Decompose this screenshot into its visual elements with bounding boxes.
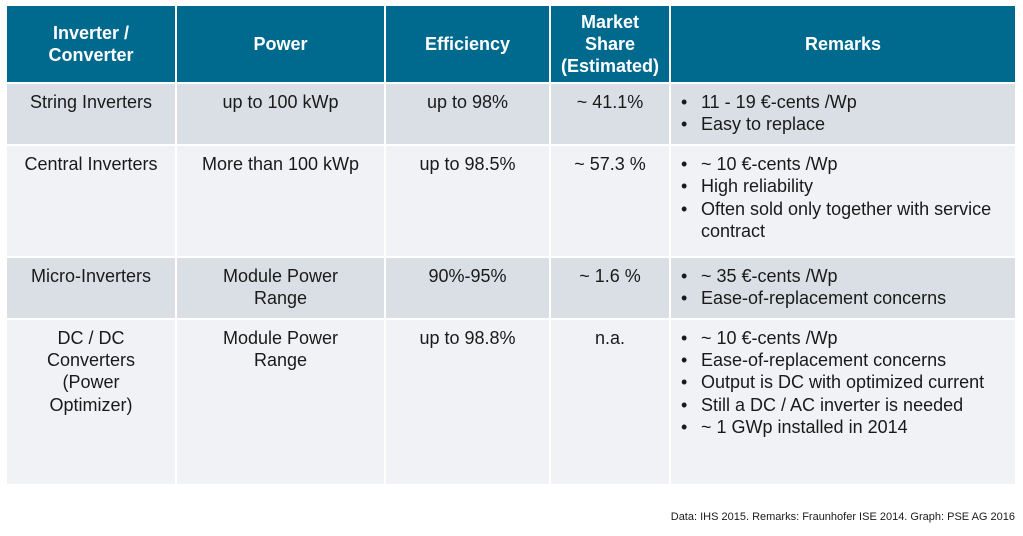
bullet-icon: • bbox=[681, 350, 688, 371]
remark-item: • ~ 35 €-cents /Wp bbox=[681, 265, 838, 286]
remarks-list: • ~ 10 €-cents /Wp • High reliability • Oft… bbox=[677, 153, 1009, 243]
remark-item: • ~ 1 GWp installed in 2014 bbox=[681, 417, 908, 438]
cell-market-share: ~ 41.1% bbox=[551, 84, 671, 146]
header-inverter-converter: Inverter / Converter bbox=[7, 6, 177, 84]
cell-market-share: ~ 57.3 % bbox=[551, 145, 671, 258]
cell-type: String Inverters bbox=[7, 84, 177, 146]
cell-remarks: • 11 - 19 €-cents /Wp • Easy to replace bbox=[671, 84, 1015, 146]
cell-type: Micro-Inverters bbox=[7, 257, 177, 320]
cell-type: DC / DC Converters (Power Optimizer) bbox=[7, 319, 177, 486]
remark-item: • ~ 10 €-cents /Wp bbox=[681, 327, 838, 348]
cell-market-share: n.a. bbox=[551, 319, 671, 486]
inverter-comparison-table: Inverter / Converter Power Efficiency Mar… bbox=[7, 6, 1015, 486]
cell-efficiency: up to 98.8% bbox=[386, 319, 551, 486]
source-footnote: Data: IHS 2015. Remarks: Fraunhofer ISE … bbox=[670, 511, 1015, 523]
cell-efficiency: 90%-95% bbox=[386, 257, 551, 320]
table-row: String Inverters up to 100 kWp up to 98%… bbox=[7, 84, 1015, 146]
bullet-icon: • bbox=[681, 176, 688, 197]
bullet-icon: • bbox=[681, 265, 688, 286]
bullet-icon: • bbox=[681, 394, 688, 415]
table-row: Micro-Inverters Module Power Range 90%-9… bbox=[7, 257, 1015, 320]
remark-item: • Ease-of-replacement concerns bbox=[681, 288, 947, 309]
remark-item: • Often sold only together with service c… bbox=[681, 198, 992, 242]
remarks-list: • ~ 10 €-cents /Wp • Ease-of-replacement c… bbox=[677, 327, 1009, 439]
remark-item: • Ease-of-replacement concerns bbox=[681, 350, 947, 371]
bullet-icon: • bbox=[681, 327, 688, 348]
remark-item: • Still a DC / AC inverter is needed bbox=[681, 394, 964, 415]
bullet-icon: • bbox=[681, 153, 688, 174]
table-row: Central Inverters More than 100 kWp up t… bbox=[7, 145, 1015, 258]
remark-item: • Output is DC with optimized current bbox=[681, 372, 985, 393]
table-row: DC / DC Converters (Power Optimizer) Mod… bbox=[7, 319, 1015, 486]
bullet-icon: • bbox=[681, 372, 688, 393]
bullet-icon: • bbox=[681, 288, 688, 309]
cell-power: up to 100 kWp bbox=[177, 84, 386, 146]
cell-efficiency: up to 98.5% bbox=[386, 145, 551, 258]
cell-remarks: • ~ 35 €-cents /Wp • Ease-of-replacement c… bbox=[671, 257, 1015, 320]
remark-item: • Easy to replace bbox=[681, 114, 826, 135]
bullet-icon: • bbox=[681, 198, 688, 219]
cell-power: Module Power Range bbox=[177, 257, 386, 320]
cell-power: More than 100 kWp bbox=[177, 145, 386, 258]
cell-power: Module Power Range bbox=[177, 319, 386, 486]
header-row: Inverter / Converter Power Efficiency Mar… bbox=[7, 6, 1015, 84]
remarks-list: • ~ 35 €-cents /Wp • Ease-of-replacement c… bbox=[677, 265, 1009, 310]
remark-item: • ~ 10 €-cents /Wp bbox=[681, 153, 838, 174]
cell-market-share: ~ 1.6 % bbox=[551, 257, 671, 320]
header-market-share: Market Share (Estimated) bbox=[551, 6, 671, 84]
bullet-icon: • bbox=[681, 114, 688, 135]
cell-remarks: • ~ 10 €-cents /Wp • High reliability • Oft… bbox=[671, 145, 1015, 258]
remark-item: • 11 - 19 €-cents /Wp bbox=[681, 92, 857, 112]
cell-type: Central Inverters bbox=[7, 145, 177, 258]
remark-item: • High reliability bbox=[681, 176, 814, 197]
header-power: Power bbox=[177, 6, 386, 84]
bullet-icon: • bbox=[681, 417, 688, 438]
bullet-icon: • bbox=[681, 92, 688, 112]
cell-remarks: • ~ 10 €-cents /Wp • Ease-of-replacement c… bbox=[671, 319, 1015, 486]
cell-efficiency: up to 98% bbox=[386, 84, 551, 146]
remarks-list: • 11 - 19 €-cents /Wp • Easy to replace bbox=[677, 91, 1009, 136]
header-efficiency: Efficiency bbox=[386, 6, 551, 84]
header-remarks: Remarks bbox=[671, 6, 1015, 84]
